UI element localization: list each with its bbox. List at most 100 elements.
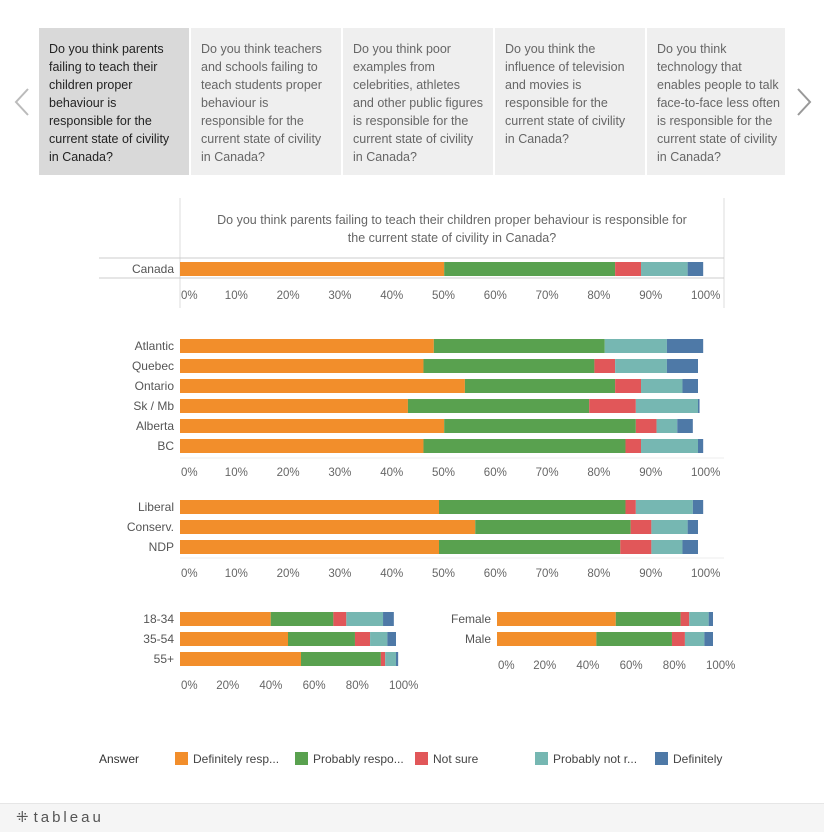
category-label-party-2: NDP: [149, 540, 174, 554]
tick-label-age-1: 20%: [216, 680, 239, 692]
bar-age-0-0: [180, 612, 271, 626]
tick-label-national-9: 90%: [639, 290, 662, 302]
tick-label-age-3: 60%: [303, 680, 326, 692]
bar-region-2-2: [615, 379, 642, 393]
tick-label-gender-1: 20%: [533, 660, 556, 672]
bar-region-2-0: [180, 379, 465, 393]
question-tabs: Do you think parents failing to teach th…: [39, 28, 785, 175]
tick-label-national-7: 70%: [536, 290, 559, 302]
logo-text: tableau: [33, 809, 104, 826]
tick-label-region-3: 30%: [328, 467, 351, 479]
bar-region-1-4: [666, 359, 698, 373]
legend-swatch-3: [535, 752, 548, 765]
tick-label-national-10: 100%: [691, 290, 720, 302]
bar-region-5-4: [698, 439, 704, 453]
bar-gender-0-0: [497, 612, 616, 626]
tick-label-region-8: 80%: [587, 467, 610, 479]
tick-label-national-5: 50%: [432, 290, 455, 302]
tick-label-gender-5: 100%: [706, 660, 735, 672]
bar-gender-0-4: [708, 612, 713, 626]
bar-party-2-3: [651, 540, 683, 554]
bar-gender-0-3: [689, 612, 709, 626]
tick-label-gender-0: 0%: [498, 660, 515, 672]
tableau-logo[interactable]: ⁜ tableau: [16, 808, 104, 826]
bar-age-0-2: [333, 612, 347, 626]
category-label-gender-0: Female: [451, 612, 491, 626]
chart-title-line-1: Do you think parents failing to teach th…: [217, 213, 687, 227]
bar-region-1-2: [594, 359, 616, 373]
tick-label-party-9: 90%: [639, 568, 662, 580]
bar-party-2-0: [180, 540, 439, 554]
tick-label-party-4: 40%: [380, 568, 403, 580]
bar-age-0-4: [383, 612, 394, 626]
category-label-age-1: 35-54: [143, 632, 174, 646]
question-tab-3[interactable]: Do you think poor examples from celebrit…: [343, 28, 493, 175]
legend-swatch-0: [175, 752, 188, 765]
tick-label-region-9: 90%: [639, 467, 662, 479]
chevron-left-icon[interactable]: [10, 86, 34, 118]
bar-region-0-4: [666, 339, 704, 353]
bar-age-2-0: [180, 652, 301, 666]
category-label-region-2: Ontario: [135, 379, 175, 393]
bar-age-2-3: [385, 652, 396, 666]
question-tab-4[interactable]: Do you think the influence of television…: [495, 28, 645, 175]
tick-label-national-2: 20%: [277, 290, 300, 302]
bar-region-5-3: [641, 439, 698, 453]
tick-label-party-10: 100%: [691, 568, 720, 580]
bar-region-3-2: [589, 399, 636, 413]
bar-gender-1-3: [684, 632, 705, 646]
tick-label-party-7: 70%: [536, 568, 559, 580]
bar-region-1-0: [180, 359, 424, 373]
category-label-party-0: Liberal: [138, 500, 174, 514]
bar-region-2-1: [464, 379, 616, 393]
bar-region-3-1: [407, 399, 590, 413]
question-tab-5[interactable]: Do you think technology that enables peo…: [647, 28, 785, 175]
tick-label-national-1: 10%: [225, 290, 248, 302]
tick-label-party-1: 10%: [225, 568, 248, 580]
stacked-bar-chart: Do you think parents failing to teach th…: [99, 198, 735, 766]
bar-region-4-1: [444, 419, 636, 433]
legend-entry-3: Probably not r...: [553, 752, 637, 766]
question-tab-2[interactable]: Do you think teachers and schools failin…: [191, 28, 341, 175]
tick-label-national-0: 0%: [181, 290, 198, 302]
bar-national-0-2: [615, 262, 642, 276]
question-tab-1[interactable]: Do you think parents failing to teach th…: [39, 28, 189, 175]
category-label-gender-1: Male: [465, 632, 491, 646]
bar-region-4-0: [180, 419, 445, 433]
bar-party-2-2: [620, 540, 652, 554]
bar-region-2-4: [682, 379, 698, 393]
bar-region-2-3: [641, 379, 683, 393]
bar-national-0-1: [444, 262, 616, 276]
bar-region-4-3: [656, 419, 678, 433]
tick-label-age-0: 0%: [181, 680, 198, 692]
tick-label-region-2: 20%: [277, 467, 300, 479]
bar-region-1-3: [615, 359, 667, 373]
bar-region-3-3: [635, 399, 698, 413]
legend-entry-0: Definitely resp...: [193, 752, 279, 766]
tick-label-national-8: 80%: [587, 290, 610, 302]
bar-region-5-0: [180, 439, 424, 453]
legend-entry-1: Probably respo...: [313, 752, 404, 766]
category-label-age-2: 55+: [154, 652, 174, 666]
tick-label-national-3: 30%: [328, 290, 351, 302]
bar-party-1-0: [180, 520, 476, 534]
bar-party-1-4: [687, 520, 698, 534]
tick-label-party-2: 20%: [277, 568, 300, 580]
legend-title: Answer: [99, 752, 139, 766]
bar-national-0-4: [687, 262, 704, 276]
bar-age-1-2: [354, 632, 371, 646]
bar-party-0-0: [180, 500, 439, 514]
bar-age-1-4: [387, 632, 396, 646]
chevron-right-icon[interactable]: [792, 86, 816, 118]
bar-gender-0-2: [680, 612, 690, 626]
legend-swatch-1: [295, 752, 308, 765]
bar-region-1-1: [423, 359, 595, 373]
tick-label-party-0: 0%: [181, 568, 198, 580]
tick-label-region-7: 70%: [536, 467, 559, 479]
bar-region-4-4: [677, 419, 693, 433]
bar-age-0-1: [270, 612, 334, 626]
bar-gender-0-1: [615, 612, 681, 626]
bar-region-0-1: [433, 339, 605, 353]
bar-region-3-0: [180, 399, 408, 413]
bar-age-2-2: [380, 652, 386, 666]
